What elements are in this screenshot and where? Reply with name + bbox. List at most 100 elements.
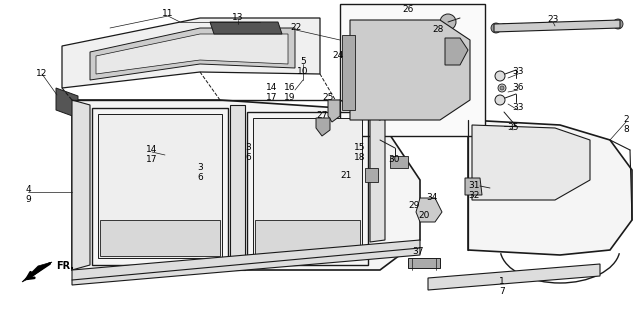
Circle shape <box>68 105 74 110</box>
Text: 15: 15 <box>355 143 365 153</box>
Text: 7: 7 <box>499 287 505 297</box>
Circle shape <box>297 232 309 244</box>
Circle shape <box>491 23 501 33</box>
Circle shape <box>520 23 525 28</box>
Circle shape <box>114 232 126 244</box>
Text: 3: 3 <box>197 164 203 172</box>
Text: 18: 18 <box>355 154 365 163</box>
Text: 24: 24 <box>332 52 344 60</box>
Polygon shape <box>96 34 288 74</box>
Circle shape <box>391 159 397 165</box>
Circle shape <box>500 86 504 90</box>
Circle shape <box>72 108 77 113</box>
Polygon shape <box>100 220 220 256</box>
Text: 2: 2 <box>623 116 629 124</box>
Text: 16: 16 <box>284 84 296 92</box>
Circle shape <box>495 95 505 105</box>
Circle shape <box>215 25 221 31</box>
Polygon shape <box>98 114 222 258</box>
Text: 36: 36 <box>512 84 524 92</box>
Polygon shape <box>342 35 355 110</box>
Circle shape <box>495 71 505 81</box>
Circle shape <box>498 84 506 92</box>
Text: 14: 14 <box>147 146 157 155</box>
Polygon shape <box>210 22 282 34</box>
Text: 11: 11 <box>163 10 173 19</box>
Polygon shape <box>253 118 362 258</box>
Bar <box>343 40 353 48</box>
Text: 4: 4 <box>25 186 31 195</box>
Text: 5: 5 <box>300 58 306 67</box>
Text: 33: 33 <box>512 103 524 113</box>
Text: 12: 12 <box>36 69 48 78</box>
Polygon shape <box>416 198 442 222</box>
Text: 17: 17 <box>266 93 278 102</box>
Text: 26: 26 <box>403 5 413 14</box>
Circle shape <box>269 232 281 244</box>
Text: 10: 10 <box>297 68 308 76</box>
Text: 37: 37 <box>412 247 424 257</box>
Circle shape <box>65 102 70 108</box>
Text: 35: 35 <box>508 124 519 132</box>
Polygon shape <box>445 38 468 65</box>
Polygon shape <box>390 156 408 168</box>
Bar <box>343 53 353 61</box>
Text: 23: 23 <box>547 15 559 25</box>
Polygon shape <box>255 220 360 256</box>
Circle shape <box>440 14 456 30</box>
Text: FR.: FR. <box>56 261 74 271</box>
Bar <box>343 66 353 74</box>
Text: 31: 31 <box>468 181 480 190</box>
Text: 34: 34 <box>426 194 438 203</box>
Text: 28: 28 <box>432 26 444 35</box>
Polygon shape <box>408 258 440 268</box>
Text: 3: 3 <box>245 143 251 153</box>
Circle shape <box>139 232 151 244</box>
Text: 21: 21 <box>340 172 352 180</box>
Text: 27: 27 <box>316 111 328 121</box>
Circle shape <box>556 23 561 28</box>
Text: 17: 17 <box>147 156 157 164</box>
Text: 32: 32 <box>468 191 480 201</box>
Circle shape <box>538 23 543 28</box>
Polygon shape <box>72 240 420 285</box>
Circle shape <box>164 232 176 244</box>
Text: 19: 19 <box>284 93 296 102</box>
Polygon shape <box>62 18 320 88</box>
Text: 13: 13 <box>232 13 244 22</box>
Polygon shape <box>465 178 482 195</box>
Bar <box>358 46 418 56</box>
Text: 22: 22 <box>291 23 301 33</box>
Polygon shape <box>90 28 295 80</box>
Text: 20: 20 <box>419 212 429 220</box>
Bar <box>358 94 418 104</box>
Polygon shape <box>72 100 420 270</box>
Polygon shape <box>328 100 340 122</box>
Circle shape <box>325 232 337 244</box>
Bar <box>358 30 418 40</box>
Circle shape <box>573 23 579 28</box>
Text: 30: 30 <box>388 156 400 164</box>
Text: 14: 14 <box>266 84 278 92</box>
Circle shape <box>263 25 269 31</box>
Circle shape <box>227 25 233 31</box>
Polygon shape <box>316 118 330 136</box>
Polygon shape <box>230 105 245 270</box>
Text: 1: 1 <box>499 277 505 286</box>
Text: 25: 25 <box>323 93 333 102</box>
Polygon shape <box>350 20 470 120</box>
Circle shape <box>613 19 623 29</box>
Polygon shape <box>365 168 378 182</box>
Circle shape <box>502 23 506 28</box>
Polygon shape <box>494 20 620 32</box>
Circle shape <box>591 23 596 28</box>
Text: 6: 6 <box>197 173 203 182</box>
Circle shape <box>63 100 67 105</box>
Text: 8: 8 <box>623 125 629 134</box>
Text: 29: 29 <box>408 202 420 211</box>
Polygon shape <box>72 100 90 270</box>
Text: 6: 6 <box>245 154 251 163</box>
Bar <box>340 4 485 136</box>
Circle shape <box>189 232 201 244</box>
Polygon shape <box>22 262 52 282</box>
